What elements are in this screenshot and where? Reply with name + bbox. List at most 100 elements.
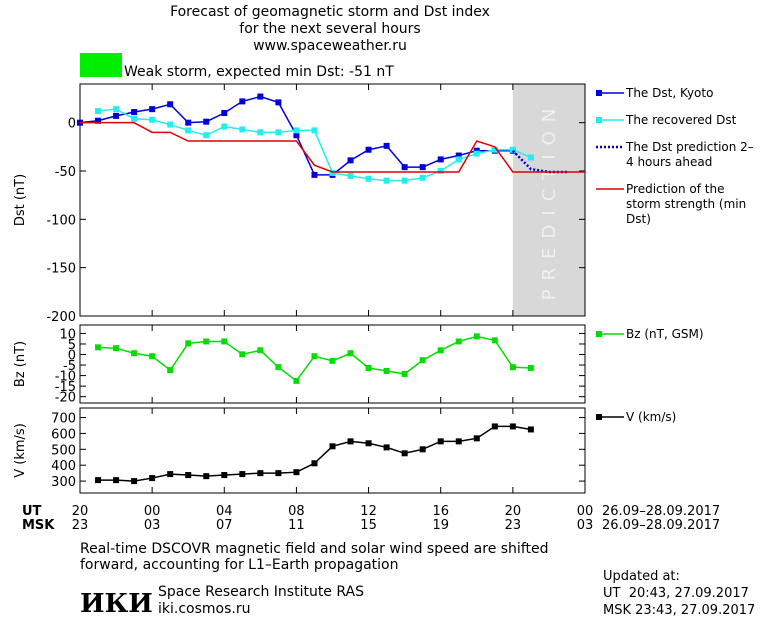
y-tick-label: 10 <box>59 327 76 342</box>
data-point <box>419 357 426 364</box>
data-point <box>365 175 372 182</box>
note-line: Real-time DSCOVR magnetic field and sola… <box>80 541 549 557</box>
data-point <box>329 443 336 450</box>
data-point <box>455 438 462 445</box>
y-tick-label: -100 <box>46 213 76 228</box>
data-point <box>311 460 318 467</box>
data-point <box>311 353 318 360</box>
data-point <box>167 471 174 478</box>
legend-label: Bz (nT, GSM) <box>626 327 704 341</box>
y-tick-label: -10 <box>55 370 76 385</box>
data-point <box>239 351 246 358</box>
y-tick-label: 5 <box>68 338 76 353</box>
legend-marker <box>596 414 602 420</box>
msk-label: MSK <box>22 518 55 533</box>
ut-label: UT <box>22 504 42 519</box>
data-point <box>275 99 282 106</box>
data-point <box>293 127 300 134</box>
updated-line: Updated at: <box>603 569 680 584</box>
series-line <box>80 121 585 173</box>
data-point <box>95 108 102 115</box>
data-point <box>491 337 498 344</box>
date-range: 26.09–28.09.2017 <box>602 504 720 519</box>
data-point <box>455 156 462 163</box>
y-tick-label: 600 <box>51 427 76 442</box>
panel-frame <box>79 83 586 317</box>
data-point <box>383 367 390 374</box>
data-point <box>239 126 246 133</box>
legend-label: V (km/s) <box>626 410 677 424</box>
y-tick-label: 300 <box>51 475 76 490</box>
data-point <box>293 469 300 476</box>
data-point <box>203 132 210 139</box>
data-point <box>113 345 120 352</box>
y-tick-label: -20 <box>55 391 76 406</box>
data-point <box>221 472 228 479</box>
legend-icon <box>596 331 624 337</box>
y-tick-label: 400 <box>51 459 76 474</box>
legend-marker <box>596 331 602 337</box>
legend-label: The Dst prediction 2–4 hours ahead <box>626 140 754 169</box>
data-point <box>401 164 408 171</box>
y-axis-label: Dst (nT) <box>13 174 28 226</box>
data-point <box>509 146 516 153</box>
series-line <box>98 425 532 482</box>
data-point <box>221 110 228 116</box>
data-point <box>203 118 210 125</box>
data-point <box>221 123 228 130</box>
data-point <box>257 470 264 477</box>
msk-tick-label: 11 <box>288 518 305 533</box>
legend-marker <box>596 117 602 123</box>
legend-icon <box>596 90 624 96</box>
x-tick-label: 00 <box>144 504 161 519</box>
data-point <box>185 472 192 479</box>
legend-label: The recovered Dst <box>626 113 737 127</box>
legend-icon <box>596 414 624 420</box>
msk-tick-label: 23 <box>72 518 89 533</box>
data-point <box>221 338 228 345</box>
data-point <box>113 477 120 484</box>
legend-entry: V (km/s) <box>594 410 760 425</box>
series-line <box>97 108 532 182</box>
header-line: for the next several hours <box>239 21 420 37</box>
updated-line: UT 20:43, 27.09.2017 <box>603 586 749 601</box>
institute-line: iki.cosmos.ru <box>158 601 250 617</box>
data-point <box>185 127 192 134</box>
data-point <box>491 146 498 153</box>
data-point <box>347 157 354 164</box>
y-tick-label: 500 <box>51 443 76 458</box>
data-point <box>311 127 318 134</box>
data-point <box>401 370 408 377</box>
data-point <box>455 338 462 345</box>
data-point <box>149 116 156 123</box>
legend-icon <box>596 117 624 123</box>
data-point <box>383 444 390 451</box>
note-line: forward, accounting for L1–Earth propaga… <box>80 557 399 573</box>
data-point <box>185 340 192 347</box>
data-point <box>257 129 264 136</box>
updated-line: MSK 23:43, 27.09.2017 <box>603 603 755 618</box>
data-point <box>473 150 480 157</box>
data-point <box>419 446 426 453</box>
data-point <box>365 365 372 372</box>
prediction-zone <box>512 84 585 316</box>
data-point <box>437 438 444 445</box>
data-point <box>437 156 444 163</box>
y-tick-label: 0 <box>68 349 76 364</box>
legend: V (km/s) <box>594 410 760 437</box>
data-point <box>203 338 210 345</box>
legend-entry: The recovered Dst <box>594 113 760 128</box>
data-point <box>149 353 156 360</box>
data-point <box>131 109 138 116</box>
y-tick-label: -50 <box>55 165 76 180</box>
logo: ИКИ <box>80 589 153 619</box>
data-point <box>95 344 102 351</box>
data-point <box>149 106 156 113</box>
data-point <box>113 106 120 113</box>
data-point <box>365 440 372 447</box>
data-point <box>149 475 156 482</box>
x-tick-label: 08 <box>288 504 305 519</box>
data-point <box>95 477 102 484</box>
data-point <box>347 350 354 357</box>
